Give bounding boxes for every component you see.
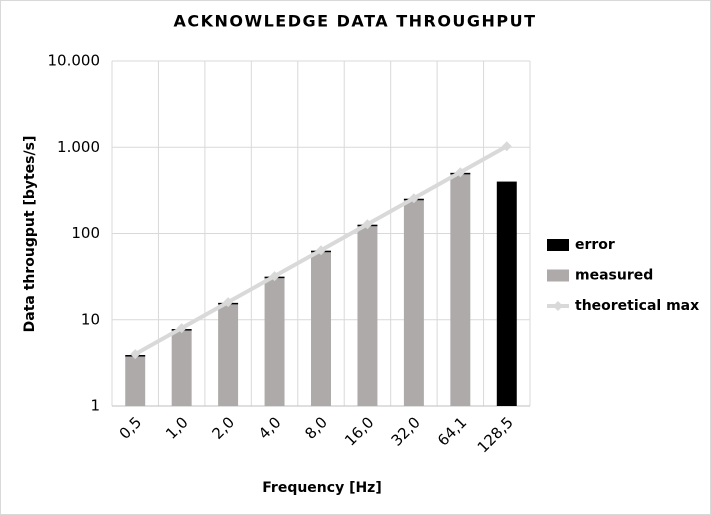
bar xyxy=(357,225,378,406)
legend-label: theoretical max xyxy=(575,298,699,314)
bar xyxy=(450,173,471,406)
y-tick-label: 1 xyxy=(90,397,100,415)
marker xyxy=(130,349,141,360)
marker xyxy=(223,297,234,308)
marker xyxy=(176,323,187,334)
bar xyxy=(264,277,285,406)
chart-title: ACKNOWLEDGE DATA THROUGHPUT xyxy=(173,12,536,31)
bar xyxy=(496,181,517,406)
marker xyxy=(408,193,419,204)
bar xyxy=(311,251,331,406)
legend-label: error xyxy=(575,237,615,253)
y-tick-label: 10 xyxy=(81,310,100,328)
bar xyxy=(403,199,424,406)
bar xyxy=(125,355,146,406)
x-axis-title: Frequency [Hz] xyxy=(262,480,381,496)
bar xyxy=(171,330,192,406)
y-tick-label: 1.000 xyxy=(57,138,100,156)
legend-swatch xyxy=(547,269,569,282)
marker xyxy=(269,271,280,282)
legend-swatch xyxy=(547,239,569,251)
legend-label: measured xyxy=(575,268,653,284)
marker xyxy=(316,245,326,256)
marker xyxy=(362,219,373,230)
marker xyxy=(455,167,466,178)
y-tick-label: 10.000 xyxy=(48,52,101,70)
marker xyxy=(501,141,512,152)
bar xyxy=(218,303,239,406)
y-axis-title: Data througput [bytes/s] xyxy=(22,136,38,333)
legend-swatch xyxy=(553,301,563,311)
y-tick-label: 100 xyxy=(71,224,100,242)
